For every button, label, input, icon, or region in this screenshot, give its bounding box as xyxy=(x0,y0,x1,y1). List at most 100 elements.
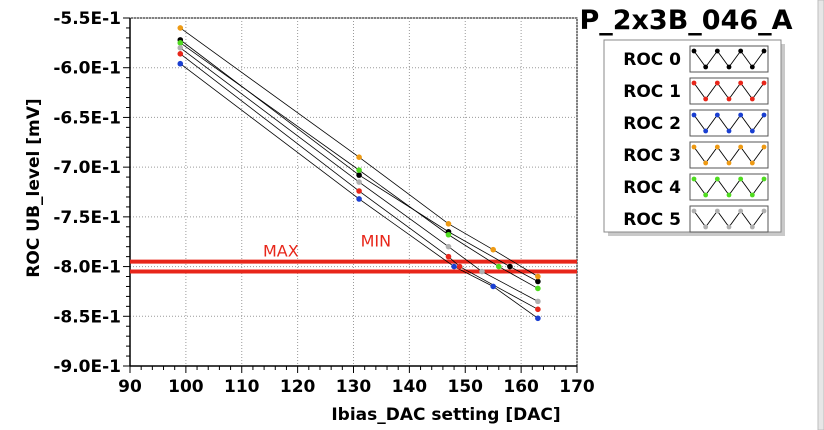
data-point xyxy=(177,50,184,57)
x-tick-label: 110 xyxy=(224,377,260,397)
data-point xyxy=(535,273,541,280)
legend-swatch-marker xyxy=(691,144,697,150)
legend-label-roc-1: ROC 1 xyxy=(623,82,681,102)
annotation-max: MAX xyxy=(263,242,299,261)
data-point xyxy=(177,25,184,31)
legend-swatch-marker xyxy=(738,208,744,214)
legend-swatch-marker xyxy=(714,112,720,118)
data-point xyxy=(451,263,457,270)
x-tick-label: 160 xyxy=(503,377,539,397)
legend-swatch-marker xyxy=(691,48,697,54)
legend-swatch-marker xyxy=(749,160,755,166)
x-tick-label: 90 xyxy=(118,377,142,397)
x-axis-title: Ibias_DAC setting [DAC] xyxy=(331,405,560,425)
legend-swatch-marker xyxy=(761,48,767,54)
data-point xyxy=(177,60,184,67)
data-point xyxy=(356,154,362,160)
legend-label-roc-5: ROC 5 xyxy=(623,210,681,230)
legend-swatch-marker xyxy=(738,112,744,118)
y-tick-label: -8.0E-1 xyxy=(53,258,121,278)
y-axis-title: ROC UB_level [mV] xyxy=(24,98,44,277)
data-point xyxy=(535,285,541,292)
data-point xyxy=(356,188,362,194)
data-point xyxy=(479,268,485,275)
x-tick-label: 100 xyxy=(168,377,204,397)
chart-title: P_2x3B_046_A xyxy=(579,5,792,36)
legend-swatch-marker xyxy=(703,96,709,102)
legend-swatch-marker xyxy=(761,176,767,182)
x-tick-label: 140 xyxy=(392,377,428,397)
data-point xyxy=(507,263,513,270)
legend-swatch-marker xyxy=(749,128,755,134)
legend-swatch-marker xyxy=(726,96,732,102)
data-point xyxy=(356,172,362,178)
data-point xyxy=(490,246,496,253)
annotation-min: MIN xyxy=(361,232,392,251)
legend-swatch-marker xyxy=(738,48,744,54)
data-point xyxy=(177,40,184,46)
y-tick-label: -8.5E-1 xyxy=(53,307,121,327)
right-edge-bar xyxy=(817,0,824,430)
legend-swatch-marker xyxy=(749,64,755,70)
legend-swatch-marker xyxy=(703,224,709,230)
legend-swatch-marker xyxy=(749,224,755,230)
data-point xyxy=(445,253,452,260)
legend-label-roc-2: ROC 2 xyxy=(623,114,681,134)
data-point xyxy=(445,221,452,227)
data-point xyxy=(535,306,541,313)
legend-swatch-marker xyxy=(761,112,767,118)
legend-swatch-marker xyxy=(749,192,755,198)
legend-swatch-marker xyxy=(714,176,720,182)
legend-swatch-marker xyxy=(726,192,732,198)
legend-label-roc-0: ROC 0 xyxy=(623,50,681,70)
data-point xyxy=(456,263,463,270)
data-point xyxy=(356,167,362,173)
legend-swatch-marker xyxy=(726,160,732,166)
y-tick-label: -6.5E-1 xyxy=(53,108,121,128)
y-tick-label: -7.0E-1 xyxy=(53,158,121,178)
x-tick-label: 170 xyxy=(559,377,595,397)
legend-label-roc-4: ROC 4 xyxy=(623,178,681,198)
legend-swatch-marker xyxy=(714,144,720,150)
y-tick-label: -7.5E-1 xyxy=(53,208,121,228)
y-tick-label: -9.0E-1 xyxy=(53,357,121,377)
y-tick-label: -6.0E-1 xyxy=(53,59,121,79)
data-point xyxy=(535,298,541,305)
data-point xyxy=(535,315,541,322)
data-point xyxy=(177,45,184,51)
legend-swatch-box xyxy=(689,77,769,105)
legend-swatch-marker xyxy=(749,96,755,102)
legend-swatch-marker xyxy=(703,160,709,166)
legend-swatch-marker xyxy=(714,48,720,54)
legend-swatch-marker xyxy=(761,80,767,86)
data-point xyxy=(445,243,452,250)
legend-swatch-marker xyxy=(691,112,697,118)
legend-swatch-marker xyxy=(691,208,697,214)
legend-swatch-marker xyxy=(714,208,720,214)
legend-swatch-marker xyxy=(761,208,767,214)
data-point xyxy=(356,196,362,202)
x-tick-label: 130 xyxy=(336,377,372,397)
legend-swatch-marker xyxy=(691,80,697,86)
data-point xyxy=(495,263,502,270)
legend-swatch-marker xyxy=(691,176,697,182)
legend-swatch-marker xyxy=(714,80,720,86)
data-point xyxy=(356,179,362,185)
legend-swatch-marker xyxy=(703,64,709,70)
y-tick-label: -5.5E-1 xyxy=(53,9,121,29)
legend-swatch-marker xyxy=(726,224,732,230)
legend-swatch-marker xyxy=(726,64,732,70)
data-point xyxy=(445,231,452,238)
legend-label-roc-3: ROC 3 xyxy=(623,146,681,166)
legend-swatch-marker xyxy=(738,80,744,86)
legend-swatch-marker xyxy=(703,192,709,198)
x-tick-label: 150 xyxy=(448,377,484,397)
legend-swatch-marker xyxy=(726,128,732,134)
legend-swatch-marker xyxy=(738,144,744,150)
legend-swatch-marker xyxy=(738,176,744,182)
legend-swatch-marker xyxy=(761,144,767,150)
data-point xyxy=(490,283,496,290)
x-tick-label: 120 xyxy=(280,377,316,397)
data-point xyxy=(535,278,541,285)
